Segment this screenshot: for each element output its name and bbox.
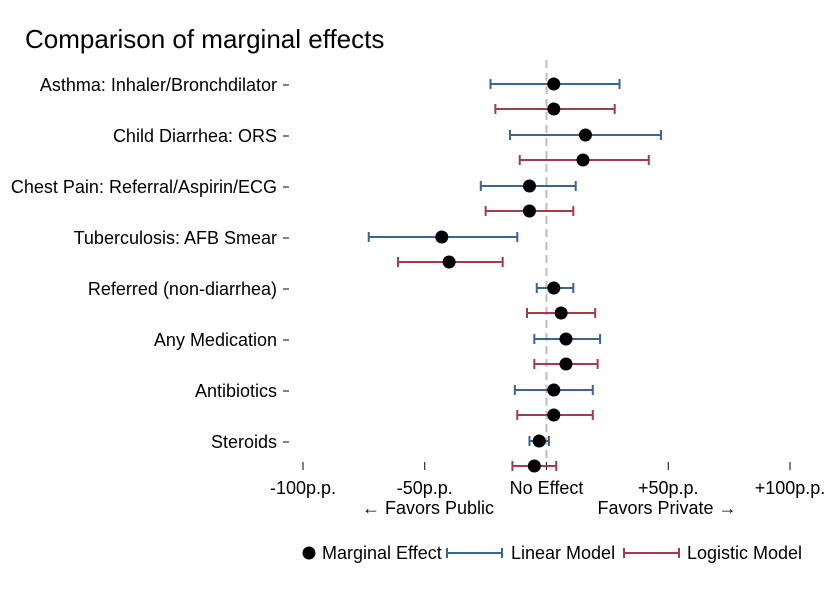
marginal-effect-point <box>547 281 561 295</box>
marginal-effect-point <box>547 408 561 422</box>
legend-label-marginal-effect: Marginal Effect <box>322 543 442 563</box>
marginal-effect-point <box>578 128 592 142</box>
category-label: Referred (non-diarrhea) <box>88 279 277 299</box>
marginal-effect-point <box>442 255 456 269</box>
category-labels: Asthma: Inhaler/Bronchdilator Child Diarr… <box>11 75 289 452</box>
chart-title: Comparison of marginal effects <box>25 24 384 54</box>
category-label: Asthma: Inhaler/Bronchdilator <box>40 75 277 95</box>
marginal-effect-point <box>547 77 561 91</box>
marginal-effect-point <box>547 102 561 116</box>
marginal-effect-point <box>522 179 536 193</box>
marginal-effect-point <box>522 204 536 218</box>
x-tick-label: -100p.p. <box>270 478 336 498</box>
category-label: Chest Pain: Referral/Aspirin/ECG <box>11 177 277 197</box>
x-axis: -100p.p. -50p.p. No Effect +50p.p. +100p.p. ←… <box>270 462 825 518</box>
category-label: Any Medication <box>154 330 277 350</box>
x-tick-label: No Effect <box>510 478 584 498</box>
x-tick-label: -50p.p. <box>397 478 453 498</box>
favors-private-label: Favors Private → <box>597 498 736 518</box>
legend-marker-point <box>302 546 316 560</box>
legend-label: Linear Model <box>511 543 615 563</box>
series-logistic-model <box>396 102 650 473</box>
x-tick-label: +100p.p. <box>755 478 825 498</box>
category-label: Child Diarrhea: ORS <box>113 126 277 146</box>
series-layer <box>367 77 662 473</box>
category-label: Steroids <box>211 432 277 452</box>
category-label: Antibiotics <box>195 381 277 401</box>
series-linear-model <box>367 77 662 448</box>
favors-public-label: ← Favors Public <box>362 498 494 518</box>
marginal-effect-point <box>559 357 573 371</box>
marginal-effect-point <box>532 434 546 448</box>
marginal-effect-point <box>527 459 541 473</box>
marginal-effect-point <box>547 383 561 397</box>
marginal-effect-point <box>559 332 573 346</box>
marginal-effect-point <box>435 230 449 244</box>
category-label: Tuberculosis: AFB Smear <box>74 228 277 248</box>
legend: Marginal Effect Linear Model Logistic Mode… <box>302 543 802 563</box>
marginal-effect-point <box>576 153 590 167</box>
legend-label: Logistic Model <box>687 543 802 563</box>
x-tick-label: +50p.p. <box>638 478 699 498</box>
marginal-effect-point <box>554 306 568 320</box>
